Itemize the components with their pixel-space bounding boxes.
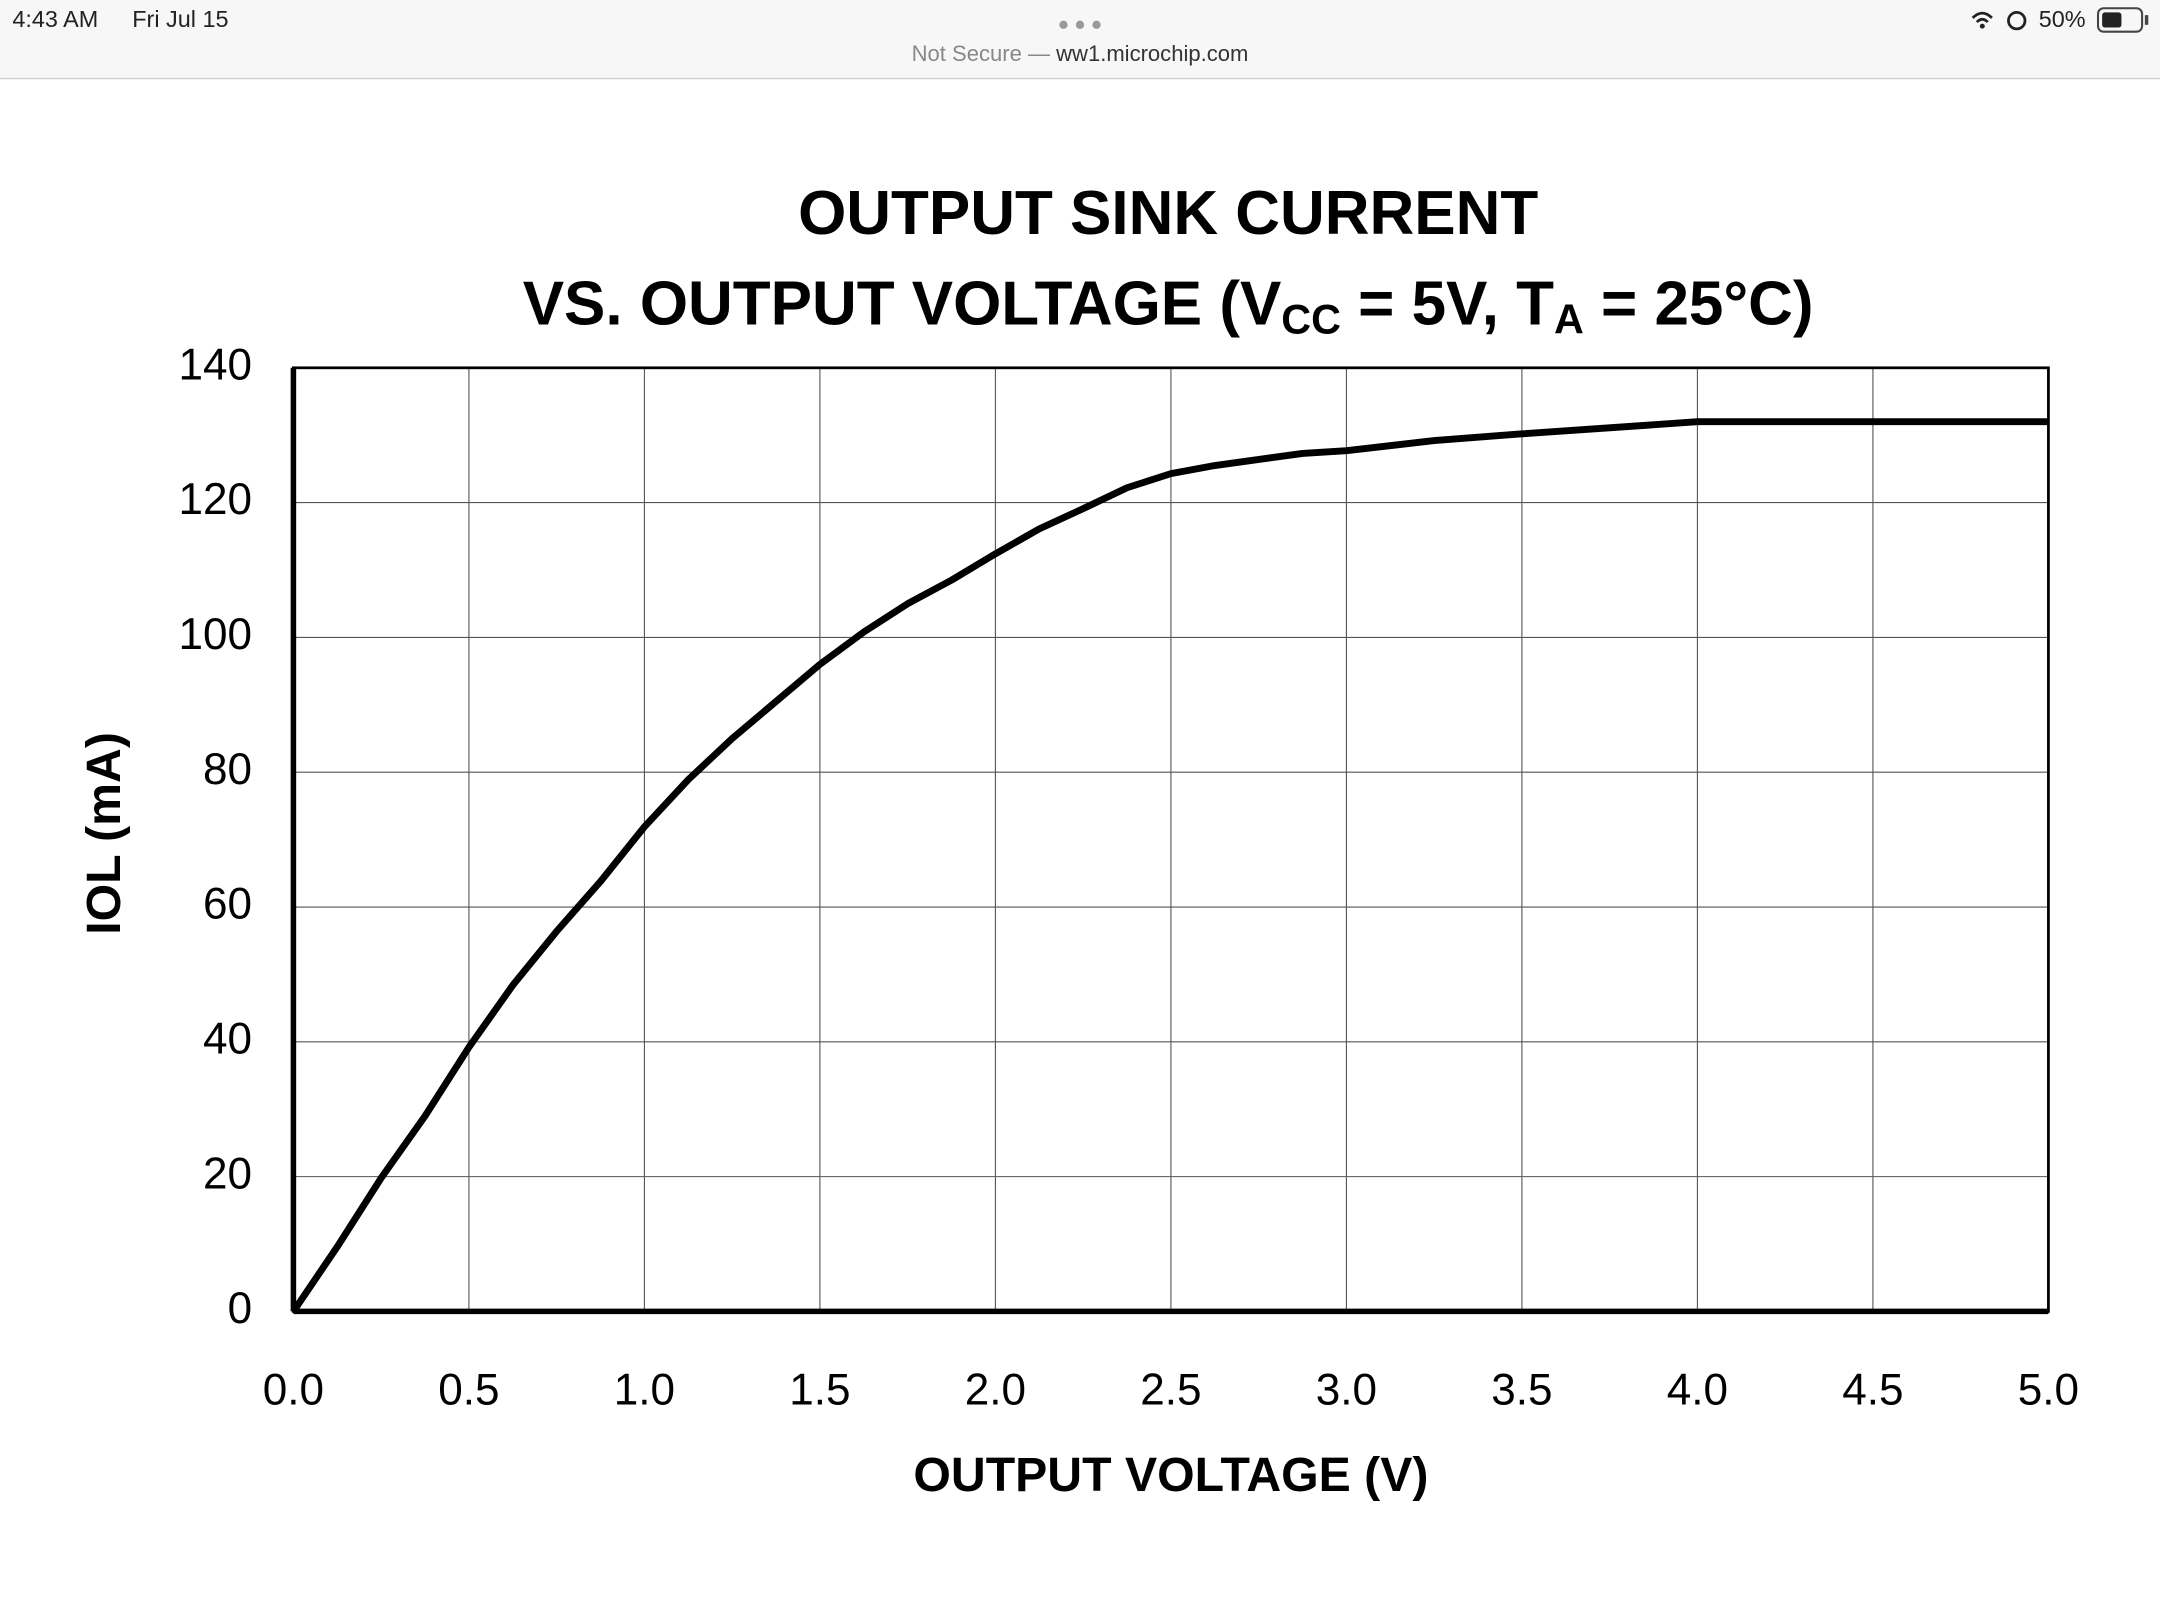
- domain: ww1.microchip.com: [1055, 41, 1248, 66]
- x-tick-label: 2.5: [1140, 1365, 1201, 1414]
- subtitle-text: = 5V, T: [1341, 270, 1554, 339]
- x-tick-label: 1.0: [614, 1365, 675, 1414]
- y-tick-label: 40: [203, 1014, 252, 1063]
- chart-title: OUTPUT SINK CURRENT: [798, 179, 1538, 248]
- x-tick-label: 3.0: [1316, 1365, 1377, 1414]
- status-icons: [1971, 11, 2027, 31]
- tab-dots: [1059, 20, 1101, 29]
- y-axis-label: IOL (mA): [77, 732, 131, 935]
- x-tick-label: 1.5: [789, 1365, 850, 1414]
- battery-icon: [2096, 7, 2149, 33]
- chart-subtitle: VS. OUTPUT VOLTAGE (VCC = 5V, TA = 25°C): [523, 270, 1814, 342]
- browser-bar: [0, 0, 2160, 79]
- x-axis-label: OUTPUT VOLTAGE (V): [913, 1448, 1428, 1502]
- y-tick-label: 60: [203, 880, 252, 929]
- x-tick-label: 4.5: [1842, 1365, 1903, 1414]
- y-tick-label: 120: [179, 475, 253, 524]
- y-tick-label: 100: [179, 610, 253, 659]
- subtitle-text: VS. OUTPUT VOLTAGE (V: [523, 270, 1282, 339]
- security-label: Not Secure —: [912, 41, 1051, 66]
- data-line: [290, 418, 2049, 1314]
- battery-level: 50%: [2039, 6, 2086, 32]
- x-tick-label: 0.0: [263, 1365, 324, 1414]
- y-tick-label: 140: [179, 340, 253, 389]
- y-tick-label: 0: [228, 1284, 253, 1333]
- x-tick-label: 2.0: [965, 1365, 1026, 1414]
- x-tick-label: 5.0: [2018, 1365, 2079, 1414]
- x-tick-label: 4.0: [1667, 1365, 1728, 1414]
- x-tick-label: 0.5: [438, 1365, 499, 1414]
- x-tick-label: 3.5: [1491, 1365, 1552, 1414]
- y-tick-label: 20: [203, 1149, 252, 1198]
- address-bar[interactable]: Not Secure — ww1.microchip.com: [912, 41, 1249, 66]
- subtitle-text: = 25°C): [1584, 270, 1814, 339]
- subtitle-subscript: A: [1554, 296, 1584, 342]
- y-tick-label: 80: [203, 745, 252, 794]
- status-time: 4:43 AM: [12, 6, 98, 32]
- status-date: Fri Jul 15: [132, 6, 228, 32]
- subtitle-subscript: CC: [1281, 296, 1341, 342]
